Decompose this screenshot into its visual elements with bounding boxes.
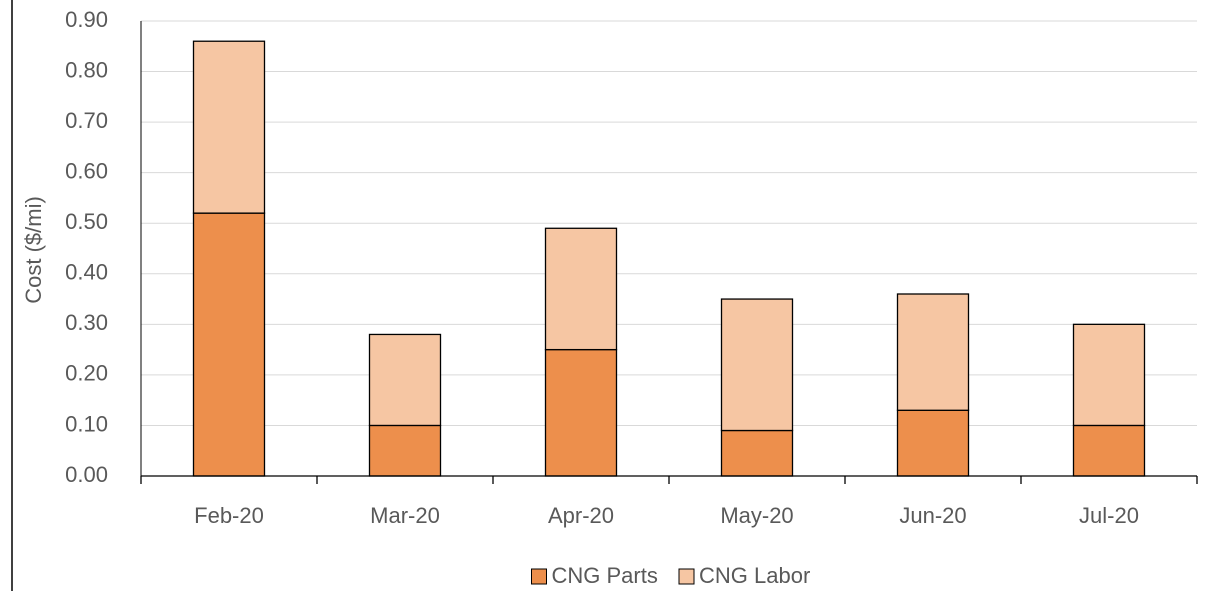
bar-segment	[1072, 424, 1146, 477]
y-tick-label: 0.30	[65, 310, 108, 335]
bar-segment	[544, 348, 618, 477]
y-tick-label: 0.80	[65, 57, 108, 82]
x-tick-label: Mar-20	[370, 503, 440, 528]
y-tick-label: 0.90	[65, 7, 108, 32]
bar-segment	[720, 298, 794, 432]
bar-segment	[896, 293, 970, 411]
x-tick-label: May-20	[720, 503, 793, 528]
x-tick-label: Apr-20	[548, 503, 614, 528]
x-tick-label: Jun-20	[899, 503, 966, 528]
y-tick-label: 0.60	[65, 158, 108, 183]
x-tick-label: Feb-20	[194, 503, 264, 528]
y-tick-label: 0.70	[65, 108, 108, 133]
y-tick-label: 0.20	[65, 361, 108, 386]
y-axis-title: Cost ($/mi)	[21, 196, 46, 304]
bar-segment	[368, 333, 442, 427]
bar-segment	[544, 227, 618, 351]
x-tick-label: Jul-20	[1079, 503, 1139, 528]
y-tick-label: 0.10	[65, 411, 108, 436]
bar-segment	[896, 409, 970, 477]
bar-segment	[192, 212, 266, 477]
legend-swatch	[531, 568, 547, 585]
bar-segment	[368, 424, 442, 477]
y-tick-label: 0.40	[65, 260, 108, 285]
bar-segment	[192, 40, 266, 214]
y-tick-label: 0.00	[65, 462, 108, 487]
y-tick-label: 0.50	[65, 209, 108, 234]
legend-label: CNG Parts	[552, 563, 658, 588]
legend-swatch	[678, 568, 695, 585]
bar-segment	[1072, 323, 1146, 427]
bar-segment	[720, 429, 794, 477]
legend-label: CNG Labor	[699, 563, 810, 588]
